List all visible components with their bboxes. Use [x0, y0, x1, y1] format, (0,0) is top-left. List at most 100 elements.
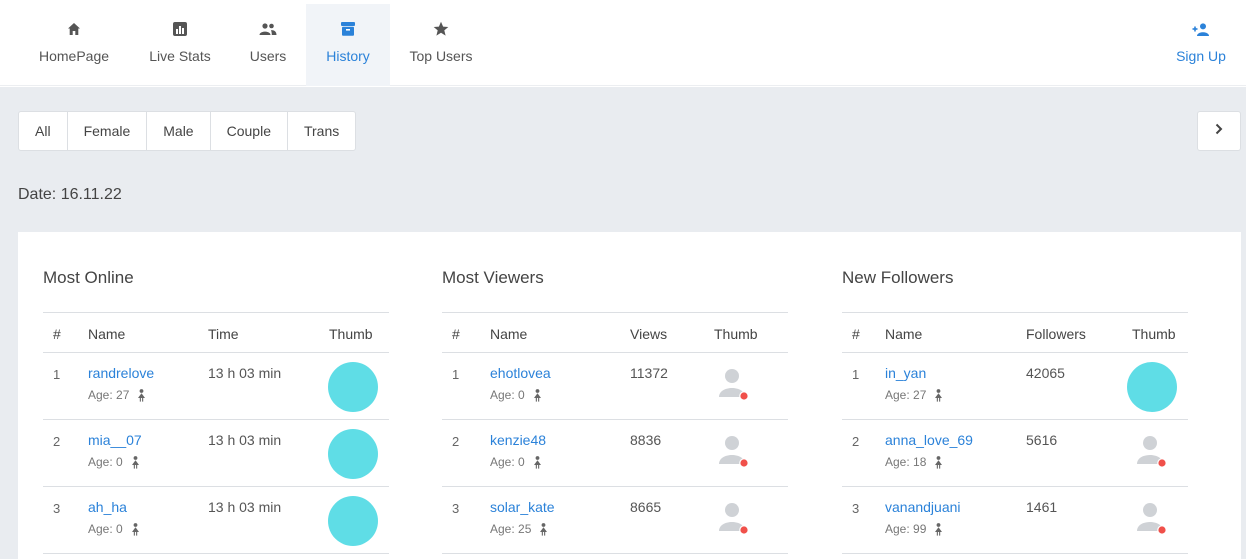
user-age: Age: 0 [88, 522, 140, 536]
user-age: Age: 0 [490, 388, 542, 402]
row-rank: 3 [53, 501, 61, 516]
gender-filter-group: All Female Male Couple Trans [18, 111, 357, 151]
user-name-link[interactable]: ah_ha [88, 499, 127, 515]
chevron-right-icon [1214, 122, 1224, 140]
user-thumbnail[interactable] [328, 362, 378, 412]
table-row: 2 anna_love_69 Age: 18 5616 [842, 420, 1188, 487]
table-header: # Name Views Thumb [442, 313, 788, 353]
section-title: New Followers [842, 268, 954, 287]
user-thumbnail[interactable] [328, 429, 378, 479]
user-age-text: Age: 99 [885, 522, 927, 536]
row-value: 1461 [1026, 499, 1058, 515]
table-row: 1 randrelove Age: 27 13 h 03 min [43, 353, 389, 420]
table-row: 2 mia__07 Age: 0 13 h 03 min [43, 420, 389, 487]
user-age-text: Age: 18 [885, 455, 927, 469]
female-icon [533, 455, 542, 469]
user-age-text: Age: 0 [490, 388, 525, 402]
ranking-table: # Name Followers Thumb 1 in_yan Age: 27 42065 2 a… [842, 312, 1188, 554]
table-row: 3 ah_ha Age: 0 13 h 03 min [43, 487, 389, 554]
table-header: # Name Followers Thumb [842, 313, 1188, 353]
user-name-link[interactable]: in_yan [885, 365, 927, 381]
row-rank: 2 [852, 434, 860, 449]
history-date: Date: 16.11.22 [18, 186, 122, 203]
female-icon [131, 455, 140, 469]
female-icon [934, 455, 943, 469]
name-header: Name [885, 326, 923, 342]
nav-history-label: History [326, 48, 370, 64]
user-thumbnail[interactable] [1127, 362, 1177, 412]
row-rank: 3 [452, 501, 460, 516]
user-name-link[interactable]: mia__07 [88, 432, 142, 448]
female-icon [137, 388, 146, 402]
user-age-text: Age: 27 [88, 388, 130, 402]
user-name-link[interactable]: kenzie48 [490, 432, 547, 448]
name-header: Name [88, 326, 126, 342]
next-button[interactable] [1197, 111, 1241, 151]
table-row: 3 solar_kate Age: 25 8665 [442, 487, 788, 554]
sign-up-button[interactable]: Sign Up [1166, 4, 1236, 86]
table-row: 3 vanandjuani Age: 99 1461 [842, 487, 1188, 554]
user-placeholder-icon[interactable] [1137, 434, 1169, 468]
user-age: Age: 18 [885, 455, 943, 469]
row-rank: 1 [452, 367, 460, 382]
section-title: Most Online [43, 268, 134, 287]
nav-homepage[interactable]: HomePage [26, 4, 122, 86]
filter-male-button[interactable]: Male [147, 112, 211, 150]
female-icon [533, 388, 542, 402]
rank-header: # [852, 326, 860, 342]
user-age-text: Age: 0 [88, 522, 123, 536]
nav-live-stats-label: Live Stats [149, 48, 211, 64]
user-name-link[interactable]: ehotlovea [490, 365, 551, 381]
user-age-text: Age: 27 [885, 388, 927, 402]
thumb-header: Thumb [714, 326, 758, 342]
archive-icon [341, 18, 355, 40]
row-rank: 1 [53, 367, 61, 382]
row-value: 13 h 03 min [208, 499, 282, 515]
user-age-text: Age: 25 [490, 522, 532, 536]
thumb-header: Thumb [1132, 326, 1176, 342]
rank-header: # [53, 326, 61, 342]
nav-live-stats[interactable]: Live Stats [135, 4, 225, 86]
row-value: 5616 [1026, 432, 1058, 448]
row-rank: 2 [53, 434, 61, 449]
value-header: Views [630, 326, 668, 342]
user-age: Age: 0 [490, 455, 542, 469]
user-name-link[interactable]: anna_love_69 [885, 432, 973, 448]
value-header: Followers [1026, 326, 1086, 342]
user-name-link[interactable]: randrelove [88, 365, 155, 381]
table-header: # Name Time Thumb [43, 313, 389, 353]
users-icon [259, 18, 277, 40]
row-value: 13 h 03 min [208, 432, 282, 448]
value-header: Time [208, 326, 239, 342]
user-age: Age: 27 [88, 388, 146, 402]
user-age: Age: 0 [88, 455, 140, 469]
filter-female-button[interactable]: Female [68, 112, 148, 150]
user-placeholder-icon[interactable] [719, 367, 751, 401]
user-placeholder-icon[interactable] [1137, 501, 1169, 535]
filter-trans-button[interactable]: Trans [303, 123, 340, 139]
user-placeholder-icon[interactable] [719, 434, 751, 468]
female-icon [934, 522, 943, 536]
nav-users[interactable]: Users [238, 4, 298, 86]
row-value: 42065 [1026, 365, 1065, 381]
user-age: Age: 27 [885, 388, 943, 402]
user-thumbnail[interactable] [328, 496, 378, 546]
section-title: Most Viewers [442, 268, 544, 287]
table-row: 2 kenzie48 Age: 0 8836 [442, 420, 788, 487]
nav-users-label: Users [249, 48, 287, 64]
nav-top-users[interactable]: Top Users [398, 4, 484, 86]
name-header: Name [490, 326, 528, 342]
row-value: 8836 [630, 432, 662, 448]
nav-history[interactable]: History [306, 4, 390, 86]
ranking-table: # Name Views Thumb 1 ehotlovea Age: 0 11372 2 ken… [442, 312, 788, 554]
row-rank: 3 [852, 501, 860, 516]
user-name-link[interactable]: vanandjuani [885, 499, 961, 515]
female-icon [131, 522, 140, 536]
filter-couple-button[interactable]: Couple [211, 112, 288, 150]
female-icon [934, 388, 943, 402]
table-row: 1 in_yan Age: 27 42065 [842, 353, 1188, 420]
user-name-link[interactable]: solar_kate [490, 499, 555, 515]
user-age: Age: 99 [885, 522, 943, 536]
user-placeholder-icon[interactable] [719, 501, 751, 535]
filter-all-button[interactable]: All [19, 112, 68, 150]
